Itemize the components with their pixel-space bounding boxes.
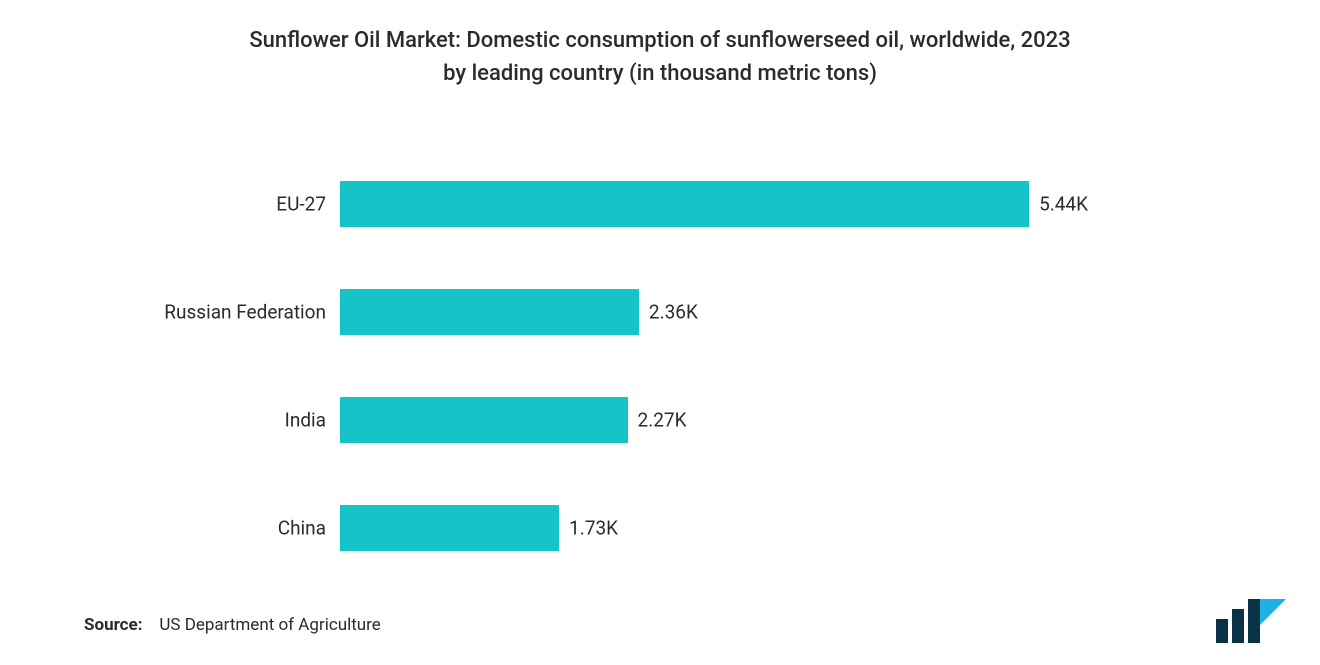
source-label: Source: (84, 615, 142, 635)
source-text: US Department of Agriculture (159, 615, 380, 635)
category-label: China (278, 517, 340, 540)
plot-area: EU-275.44KRussian Federation2.36KIndia2.… (340, 150, 1100, 570)
value-label: 2.27K (628, 409, 687, 432)
bar-row: China1.73K (340, 474, 1100, 582)
chart-title-line2: by leading country (in thousand metric t… (120, 57, 1200, 90)
bar-row: EU-275.44K (340, 150, 1100, 258)
brand-logo (1216, 599, 1286, 643)
chart-title-line1: Sunflower Oil Market: Domestic consumpti… (120, 24, 1200, 57)
chart-title: Sunflower Oil Market: Domestic consumpti… (120, 24, 1200, 90)
chart-container: Sunflower Oil Market: Domestic consumpti… (0, 0, 1320, 665)
bar (340, 289, 639, 335)
bar (340, 181, 1029, 227)
source-line: Source: US Department of Agriculture (84, 615, 381, 635)
value-label: 1.73K (559, 517, 618, 540)
value-label: 5.44K (1029, 193, 1088, 216)
category-label: India (285, 409, 340, 432)
bar-row: India2.27K (340, 366, 1100, 474)
category-label: EU-27 (276, 193, 340, 216)
logo-svg (1216, 599, 1286, 643)
bar-row: Russian Federation2.36K (340, 258, 1100, 366)
bar (340, 505, 559, 551)
category-label: Russian Federation (164, 301, 340, 324)
bar (340, 397, 628, 443)
value-label: 2.36K (639, 301, 698, 324)
